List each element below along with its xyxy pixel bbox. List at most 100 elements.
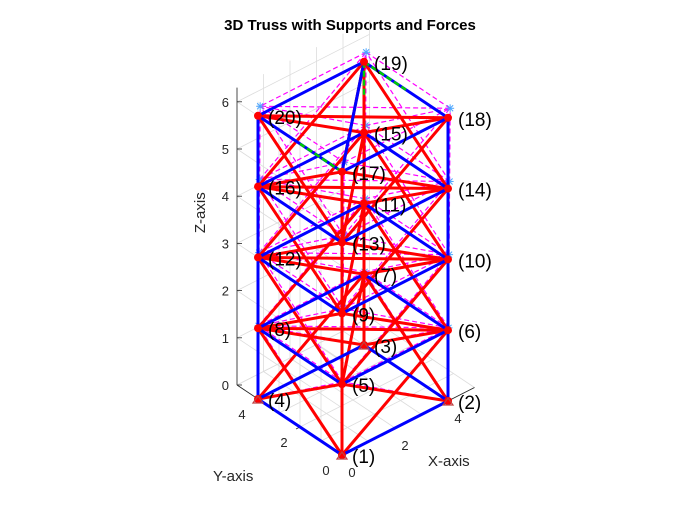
z-axis-label: Z-axis (192, 192, 209, 233)
blue-member (257, 256, 343, 315)
node-label-12: (12) (268, 249, 302, 270)
y-tick-label: 2 (280, 435, 287, 450)
z-tick-label: 1 (222, 331, 229, 346)
x-axis-label: X-axis (428, 453, 470, 470)
red-member (257, 311, 343, 330)
node-11 (360, 199, 368, 208)
deformed-member (258, 271, 365, 327)
node-1 (338, 451, 346, 459)
z-tick-label: 0 (222, 378, 229, 393)
force-arrows (299, 60, 407, 173)
node-2 (444, 397, 452, 405)
red-member (257, 382, 343, 401)
support-marker (335, 450, 349, 460)
y-tick-label: 4 (238, 407, 245, 422)
deformed-member (258, 252, 344, 310)
node-label-9: (9) (352, 305, 375, 326)
node-15 (360, 128, 368, 137)
deformed-node-marker (256, 102, 265, 111)
chart-title: 3D Truss with Supports and Forces (224, 17, 476, 34)
red-member (341, 311, 449, 332)
deformed-node-marker (362, 48, 371, 57)
red-member (257, 170, 343, 189)
blue-member (341, 187, 449, 244)
support-marker (357, 340, 371, 350)
node-label-4: (4) (268, 391, 291, 412)
node-5 (338, 380, 346, 389)
blue-member (341, 328, 449, 386)
red-member (257, 326, 449, 332)
node-label-8: (8) (268, 320, 291, 341)
deformed-member (364, 180, 450, 200)
node-label-1: (1) (352, 447, 375, 468)
node-10 (444, 255, 452, 264)
truss-members (256, 60, 450, 457)
blue-member (341, 258, 449, 315)
node-label-19: (19) (374, 54, 408, 75)
node-17 (338, 167, 346, 176)
node-14 (444, 184, 452, 193)
support-marker (251, 394, 265, 404)
deformed-member (364, 254, 450, 273)
grid-line (236, 195, 343, 267)
blue-member (363, 272, 449, 332)
node-label-20: (20) (268, 108, 302, 129)
red-member (363, 116, 449, 135)
blue-member (257, 326, 343, 386)
node-7 (360, 270, 368, 279)
deformed-member (364, 198, 450, 256)
node-9 (338, 309, 346, 318)
node-8 (254, 324, 262, 333)
grid-line (263, 371, 369, 442)
grid-line (236, 33, 370, 103)
blue-member (363, 343, 449, 403)
node-label-3: (3) (374, 337, 397, 358)
node-label-15: (15) (374, 125, 408, 146)
deformed-member (258, 252, 365, 273)
node-16 (254, 182, 262, 191)
node-4 (254, 395, 262, 403)
grid-line (236, 290, 343, 361)
deformed-member (365, 51, 451, 109)
grid-line (316, 344, 422, 415)
node-label-18: (18) (458, 110, 492, 131)
node-3 (360, 341, 368, 349)
marker-stroke (362, 48, 370, 56)
red-member (257, 241, 343, 259)
node-label-2: (2) (458, 393, 481, 414)
blue-member (257, 60, 365, 118)
node-label-7: (7) (374, 266, 397, 287)
blue-member (257, 343, 365, 401)
y-tick-label: 0 (322, 463, 329, 478)
node-label-5: (5) (352, 376, 375, 397)
node-label-6: (6) (458, 322, 481, 343)
deformed-member (364, 271, 449, 329)
node-label-10: (10) (458, 251, 492, 272)
node-label-11: (11) (374, 195, 406, 216)
z-tick-label: 5 (222, 142, 229, 157)
blue-member (257, 397, 343, 457)
deformed-member (258, 198, 366, 254)
blue-member (257, 185, 343, 244)
deformed-member (342, 308, 449, 329)
node-label-14: (14) (458, 181, 492, 202)
blue-member (363, 202, 449, 261)
x-tick-label: 2 (401, 438, 408, 453)
blue-member (257, 272, 365, 330)
blue-member (341, 399, 449, 457)
x-tick-label: 4 (454, 411, 461, 426)
grid-line (299, 359, 433, 428)
node-20 (254, 111, 262, 120)
z-tick-label: 6 (222, 95, 229, 110)
node-label-17: (17) (352, 164, 386, 185)
grid-line (236, 148, 343, 220)
red-member (341, 241, 449, 261)
node-19 (360, 57, 368, 66)
red-member (341, 170, 449, 191)
z-tick-label: 2 (222, 284, 229, 299)
node-18 (444, 113, 452, 122)
marker-stroke (256, 102, 264, 110)
node-label-13: (13) (352, 235, 386, 256)
deformed-member (259, 51, 367, 107)
